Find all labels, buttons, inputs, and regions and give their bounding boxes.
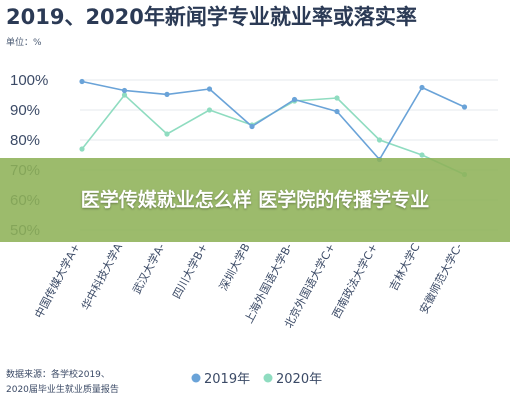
data-point (419, 84, 425, 91)
x-tick-label: 中国传媒大学A+ (31, 241, 82, 321)
data-point (206, 86, 213, 92)
x-tick-label: 西南政法大学C+ (329, 241, 380, 321)
x-axis-ticks: 中国传媒大学A+华中科技大学A 武汉大学A- 四川大学B+ 深圳大学B上海外国语大学B… (31, 240, 465, 330)
legend-marker (191, 373, 201, 383)
y-tick-label: 90% (10, 102, 40, 119)
x-tick-label: 华中科技大学A (78, 240, 125, 312)
legend-marker (263, 373, 273, 383)
y-tick-label: 80% (10, 132, 40, 149)
x-tick-label: 安徽师范大学C- (416, 241, 465, 316)
legend-label: 2020年 (276, 372, 322, 387)
data-point (249, 123, 255, 130)
data-point (121, 87, 128, 94)
legend: 2019年 2020年 (191, 372, 322, 387)
series-line (81, 80, 465, 161)
data-point (376, 137, 383, 143)
data-point (79, 78, 85, 85)
chart-title: 2019、2020年新闻学专业就业率或落实率 (6, 5, 417, 29)
data-point (419, 152, 425, 158)
source-line-1: 数据来源：各学校2019、 (6, 368, 110, 380)
banner-text: 医学传媒就业怎么样 医学院的传播学专业 (80, 188, 430, 211)
x-tick-label: 武汉大学A- (129, 241, 167, 296)
data-point (121, 92, 128, 98)
unit-label: 单位：% (6, 36, 42, 48)
data-point (334, 108, 340, 115)
data-point (334, 95, 340, 101)
data-point (206, 107, 213, 113)
overlay-banner: 医学传媒就业怎么样 医学院的传播学专业 (0, 158, 510, 242)
data-point (164, 91, 170, 97)
data-point (164, 131, 170, 137)
data-point (461, 104, 468, 110)
x-tick-label: 四川大学B+ (169, 241, 210, 301)
data-point (79, 146, 85, 152)
source-line-2: 2020届毕业生就业质量报告 (6, 383, 119, 395)
x-tick-label: 深圳大学B (216, 241, 253, 293)
y-tick-label: 100% (10, 72, 48, 89)
x-tick-label: 吉林大学C (386, 241, 423, 293)
legend-label: 2019年 (204, 372, 250, 387)
data-point (291, 96, 298, 103)
